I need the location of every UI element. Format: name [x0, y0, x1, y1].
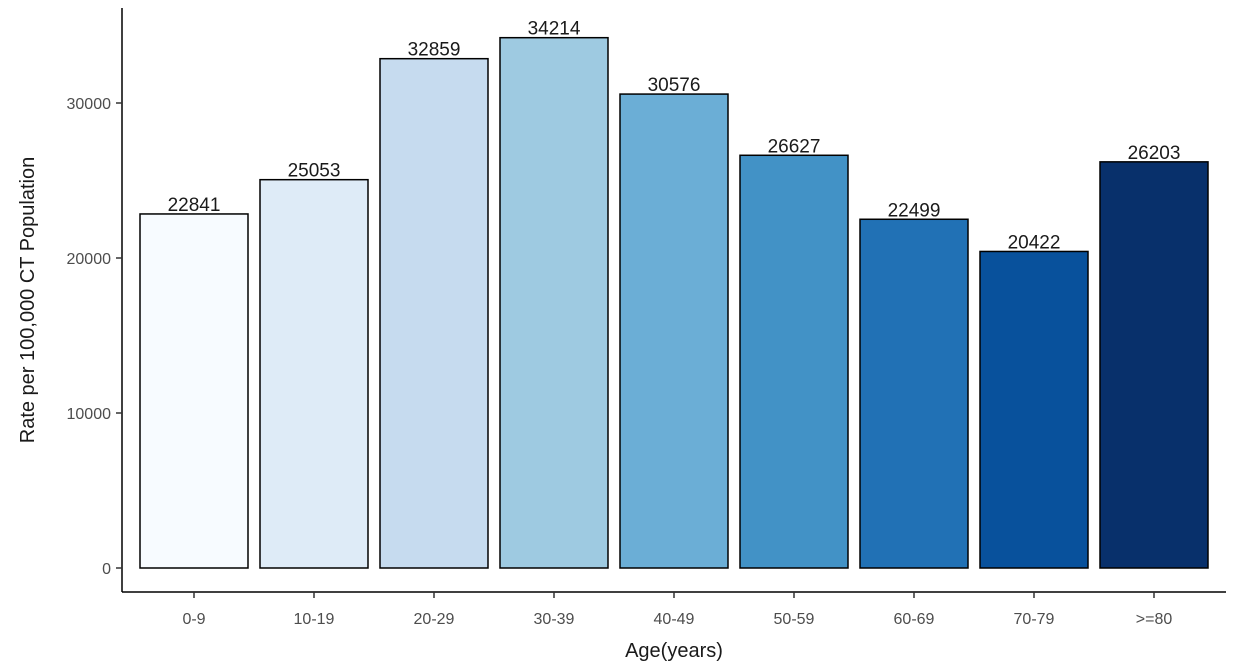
- bar-70-79: [979, 250, 1089, 569]
- bar-value-label: 32859: [408, 40, 461, 61]
- bar-value-label: 20422: [1008, 232, 1061, 253]
- bar-50-59: [739, 154, 849, 569]
- y-tick-label: 20000: [67, 251, 112, 268]
- x-tick-label: >=80: [1136, 611, 1173, 628]
- bar-value-label: 22499: [888, 200, 941, 221]
- data-labels-group: 22841 25053 32859 34214 30576 26627 22499 20422…: [168, 19, 1181, 254]
- bars-group: [139, 36, 1209, 569]
- y-tick-label: 30000: [67, 96, 112, 113]
- bar-40-49: [619, 93, 729, 569]
- x-tick-label: 70-79: [1014, 611, 1055, 628]
- y-axis-title: Rate per 100,000 CT Population: [17, 157, 39, 444]
- x-tick-label: 0-9: [182, 611, 205, 628]
- y-tick-label: 10000: [67, 406, 112, 423]
- bar-value-label: 34214: [528, 19, 581, 40]
- bar-0-9: [139, 213, 249, 569]
- bar-30-39: [499, 36, 609, 569]
- bar-10-19: [259, 178, 369, 569]
- bar->=80: [1099, 161, 1209, 569]
- x-tick-label: 10-19: [294, 611, 335, 628]
- bar-value-label: 25053: [288, 161, 341, 182]
- x-axis-title: Age(years): [625, 640, 723, 662]
- bar-20-29: [379, 57, 489, 569]
- bar-value-label: 26203: [1128, 143, 1181, 164]
- x-tick-label: 60-69: [894, 611, 935, 628]
- bar-value-label: 26627: [768, 136, 821, 157]
- x-tick-label: 30-39: [534, 611, 575, 628]
- bar-value-label: 30576: [648, 75, 701, 96]
- x-tick-label: 40-49: [654, 611, 695, 628]
- y-tick-label: 0: [102, 561, 111, 578]
- y-axis-ticks: 0 10000 20000 30000: [67, 96, 122, 578]
- x-tick-label: 20-29: [414, 611, 455, 628]
- x-axis-ticks: 0-9 10-19 20-29 30-39 40-49 50-59 60-69 70-79 >=…: [182, 592, 1172, 628]
- x-tick-label: 50-59: [774, 611, 815, 628]
- bar-60-69: [859, 218, 969, 569]
- bar-value-label: 22841: [168, 195, 221, 216]
